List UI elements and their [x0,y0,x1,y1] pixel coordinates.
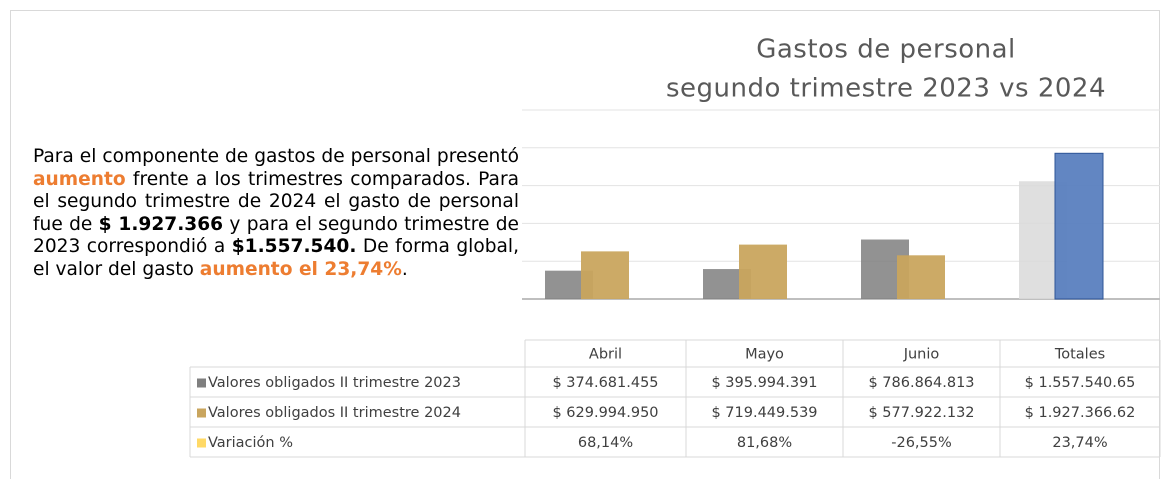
column-header: Totales [1054,347,1105,363]
bar [739,244,787,299]
legend-swatch [197,378,206,388]
table-value: $ 786.864.813 [868,375,974,391]
table-value: $ 374.681.455 [552,375,658,391]
bar [1054,152,1104,300]
table-value: 81,68% [737,435,792,451]
paragraph: Para el componente de gastos de personal… [33,146,519,282]
legend-label: Valores obligados II trimestre 2023 [208,375,461,391]
chart-title: Gastos de personal [756,35,1016,65]
legend-swatch [197,408,206,418]
table-value: $ 719.449.539 [711,405,817,421]
highlight: aumento [33,168,126,190]
column-header: Mayo [745,347,784,363]
column-header: Junio [903,347,940,363]
table-value: $ 395.994.391 [711,375,817,391]
table-value: 23,74% [1052,435,1107,451]
table-value: $ 629.994.950 [552,405,658,421]
text: . [401,258,408,280]
table-value: 68,14% [578,435,633,451]
bold: $1.557.540. [231,236,357,258]
table-value: $ 577.922.132 [868,405,974,421]
highlight: aumento el 23,74% [199,258,402,280]
legend-swatch [197,438,206,448]
chart-subtitle: segundo trimestre 2023 vs 2024 [666,74,1106,104]
bar [581,251,629,299]
bold: $ 1.927.366 [98,213,224,235]
text: De forma global, el valor del gasto [33,236,519,280]
text: Para el componente de gastos de personal… [33,146,519,167]
frame [10,10,1160,479]
text: y para el segundo trimestre de 2023 corr… [33,213,519,258]
legend-label: Variación % [208,435,293,451]
column-header: Abril [589,347,622,363]
bar [897,255,945,299]
legend-label: Valores obligados II trimestre 2024 [208,405,461,421]
table-value: $ 1.927.366.62 [1025,405,1136,421]
table-value: $ 1.557.540.65 [1025,375,1136,391]
table-value: -26,55% [891,435,952,451]
text: frente a los trimestres comparados. Para… [33,168,519,235]
